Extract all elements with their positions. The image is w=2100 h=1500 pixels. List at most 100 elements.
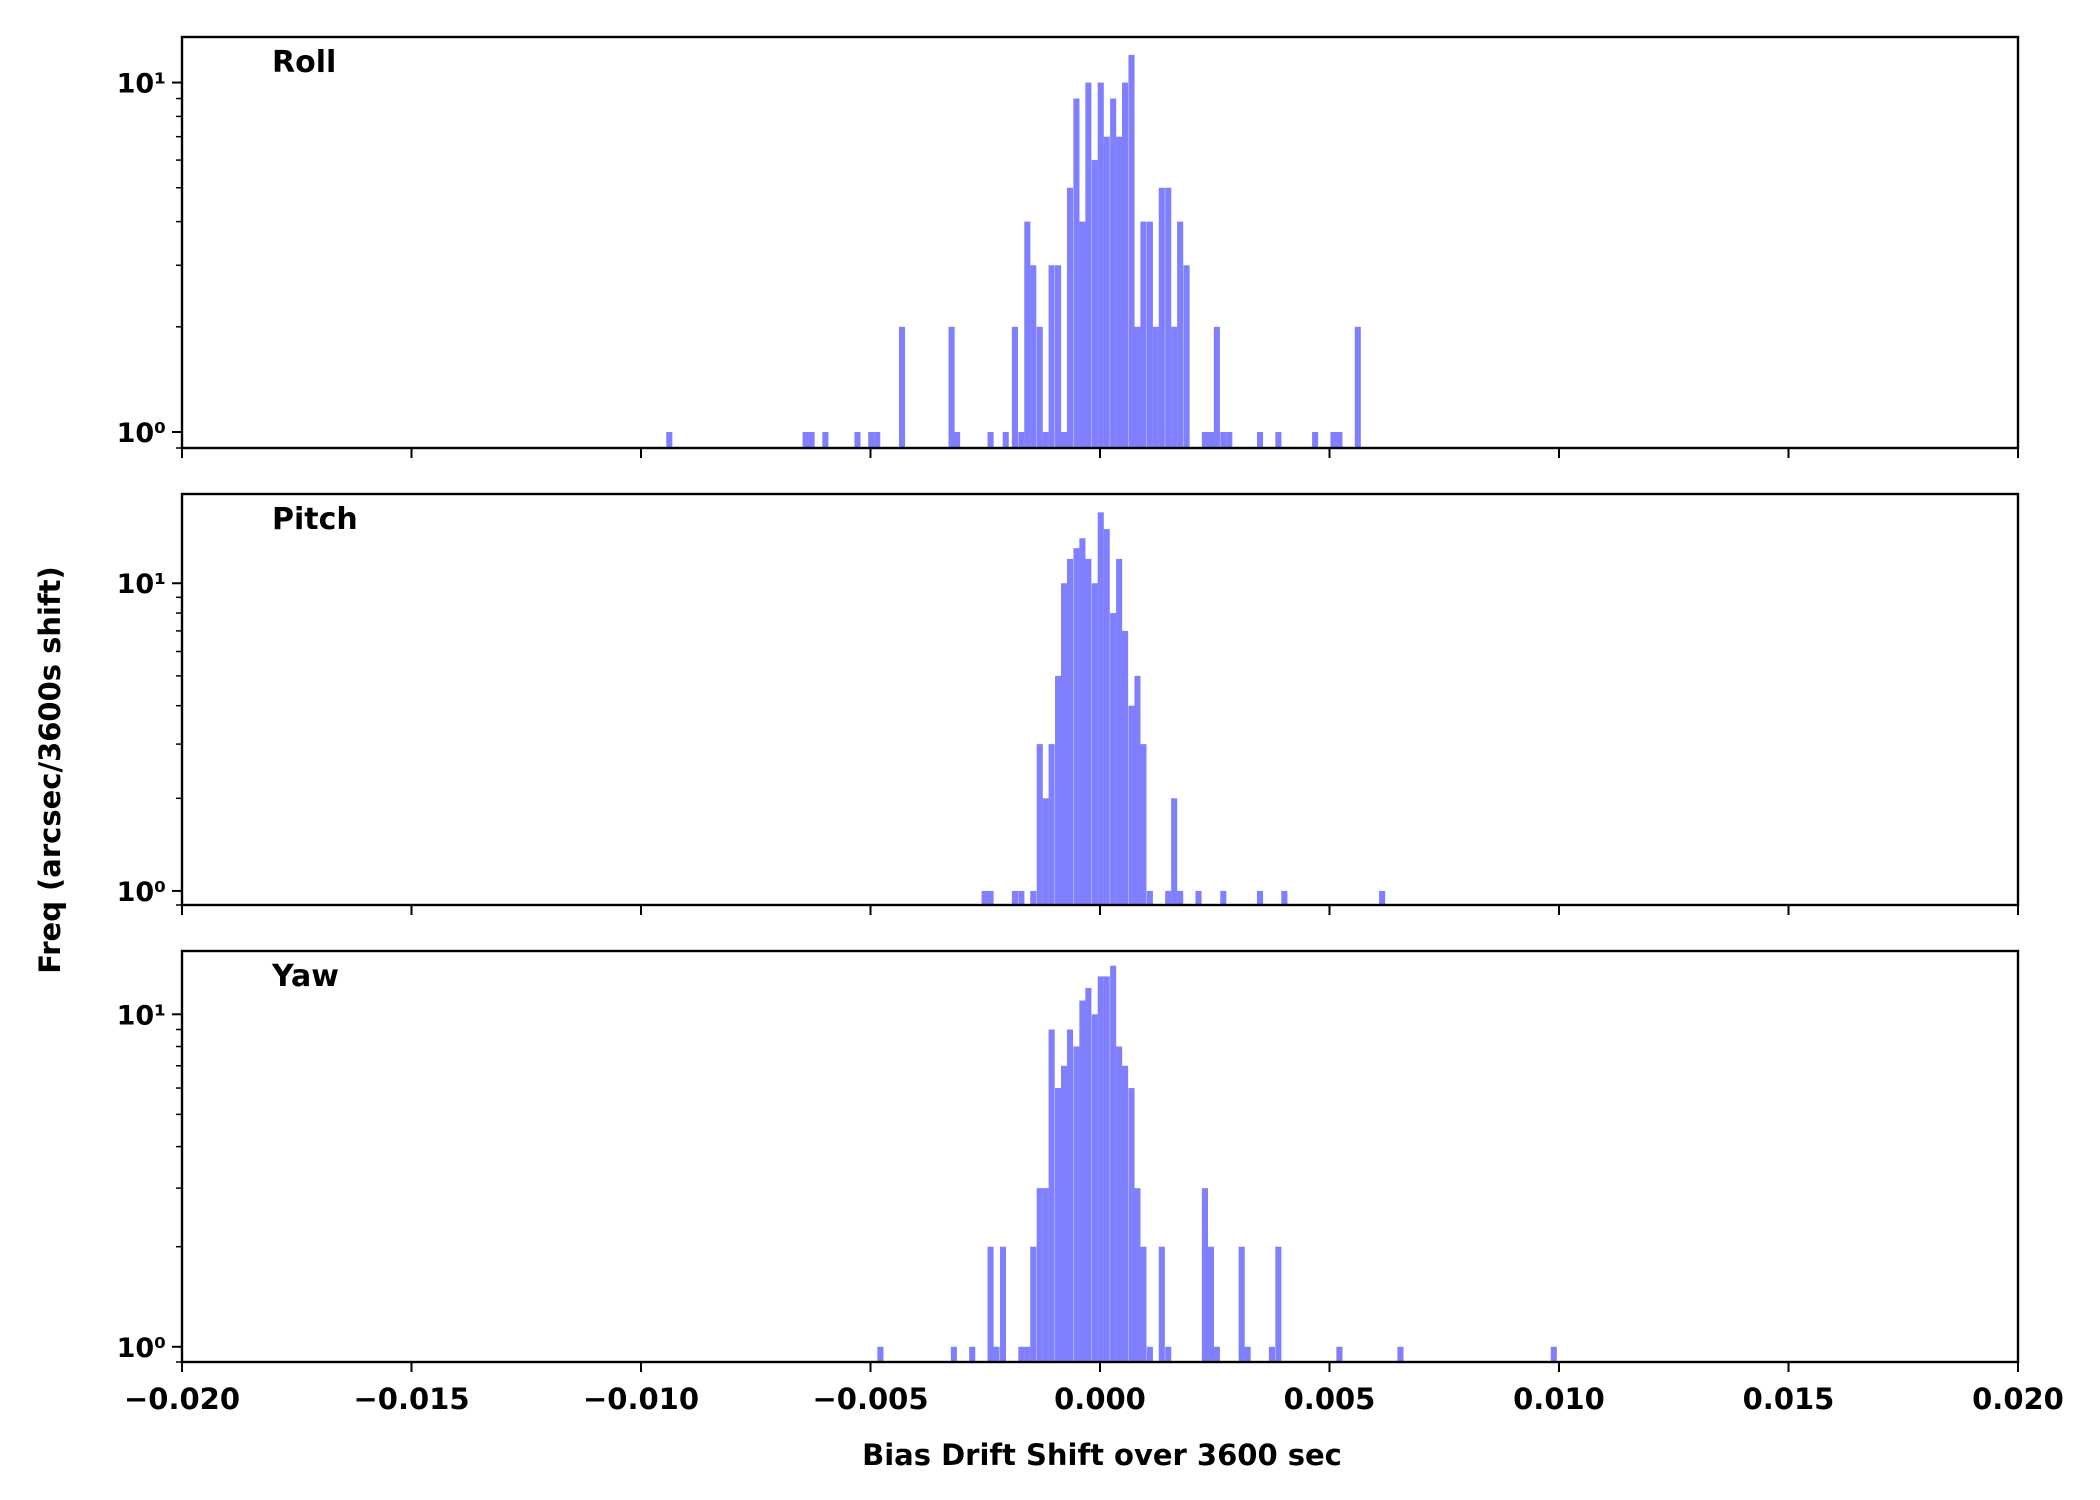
histogram-bar bbox=[1201, 1188, 1208, 1362]
y-tick-label: 10⁰ bbox=[117, 877, 166, 908]
histogram-bar bbox=[1060, 583, 1068, 905]
histogram-bar bbox=[1060, 1065, 1068, 1362]
histogram-bar bbox=[1134, 675, 1141, 905]
histogram-bar bbox=[1030, 890, 1037, 905]
histogram-bar bbox=[1281, 890, 1288, 905]
histogram-bar bbox=[1140, 221, 1147, 448]
histogram-bar bbox=[1110, 613, 1117, 905]
histogram-bar bbox=[1171, 326, 1178, 448]
histogram-bar bbox=[1018, 1346, 1025, 1362]
histogram-bar bbox=[1146, 221, 1153, 448]
x-tick-label: −0.010 bbox=[583, 1382, 699, 1416]
x-tick-label: −0.015 bbox=[353, 1382, 469, 1416]
histogram-bar bbox=[1079, 221, 1086, 448]
histogram-bar bbox=[854, 432, 861, 448]
histogram-bar bbox=[1158, 1246, 1165, 1362]
histogram-bar bbox=[1073, 548, 1080, 905]
histogram-bar bbox=[1207, 1246, 1214, 1362]
histogram-bar bbox=[1312, 432, 1319, 448]
x-tick-label: 0.005 bbox=[1284, 1382, 1376, 1416]
histogram-bar bbox=[987, 1246, 994, 1362]
histogram-bar bbox=[1060, 432, 1068, 448]
histogram-bar bbox=[877, 1346, 884, 1362]
histogram-bar bbox=[1048, 744, 1055, 905]
histogram-bar bbox=[1036, 744, 1043, 905]
histogram-bar bbox=[1048, 1029, 1055, 1362]
histogram-bar bbox=[1379, 890, 1386, 905]
panel-pitch: 10⁰ 10¹ Pitch bbox=[117, 492, 2020, 915]
histogram-bar bbox=[1158, 187, 1165, 448]
histogram-bar bbox=[1336, 432, 1343, 448]
histogram-bar bbox=[1146, 890, 1153, 905]
histogram-bar bbox=[1042, 432, 1049, 448]
histogram-bar bbox=[1330, 432, 1337, 448]
histogram-bar bbox=[1165, 187, 1172, 448]
histogram-bar bbox=[1097, 512, 1104, 905]
x-tick-label: 0.020 bbox=[1972, 1382, 2064, 1416]
histogram-bar bbox=[1213, 326, 1220, 448]
histogram-bar bbox=[808, 432, 815, 448]
histogram-bar bbox=[1091, 1014, 1098, 1362]
histogram-bar bbox=[666, 432, 673, 448]
histogram-bar bbox=[1134, 1188, 1141, 1362]
histogram-bar bbox=[874, 432, 881, 448]
histogram-bar bbox=[981, 890, 988, 905]
histogram-bar bbox=[1354, 326, 1361, 448]
histogram-bar bbox=[1091, 160, 1098, 448]
histogram-bar bbox=[1030, 265, 1037, 448]
histogram-bar bbox=[1085, 558, 1092, 905]
panel-label-roll: Roll bbox=[272, 45, 336, 80]
histogram-bar bbox=[1128, 705, 1135, 905]
histogram-bar bbox=[1146, 1346, 1153, 1362]
y-axis-label: Freq (arcsec/3600s shift) bbox=[33, 566, 67, 973]
histogram-bar bbox=[1066, 558, 1074, 905]
histogram-bar bbox=[1055, 675, 1062, 905]
histogram-bar bbox=[1036, 326, 1043, 448]
histogram-bar bbox=[802, 432, 809, 448]
histogram-bar bbox=[1073, 1046, 1080, 1362]
histogram-bar bbox=[1042, 1188, 1049, 1362]
histogram-bar bbox=[1066, 187, 1074, 448]
histogram-bar bbox=[1275, 1246, 1282, 1362]
histogram-bar bbox=[1085, 82, 1092, 449]
histogram-bar bbox=[1336, 1346, 1343, 1362]
histogram-bar bbox=[1116, 558, 1123, 905]
histogram-bar bbox=[1128, 1088, 1135, 1362]
histogram-bar bbox=[1177, 221, 1184, 448]
x-tick-label: 0.000 bbox=[1054, 1382, 1146, 1416]
y-tick-label: 10¹ bbox=[117, 1000, 166, 1031]
histogram-bar bbox=[1103, 136, 1110, 448]
histogram-bar bbox=[1244, 1346, 1251, 1362]
histogram-bar bbox=[1030, 1246, 1037, 1362]
y-tick-label: 10⁰ bbox=[117, 418, 166, 449]
histogram-bar bbox=[987, 890, 994, 905]
histogram-bar bbox=[1177, 890, 1184, 905]
histogram-bar bbox=[1268, 1346, 1276, 1362]
histogram-bar bbox=[1220, 432, 1227, 448]
histogram-bar bbox=[1207, 432, 1214, 448]
histogram-bar bbox=[1048, 265, 1055, 448]
x-tick-label: −0.005 bbox=[812, 1382, 928, 1416]
histogram-bar bbox=[1275, 432, 1282, 448]
histogram-bar bbox=[948, 326, 955, 448]
histogram-bar bbox=[1066, 1029, 1074, 1362]
histogram-bar bbox=[1238, 1246, 1245, 1362]
histogram-bar bbox=[1079, 538, 1086, 905]
histogram-bar bbox=[1140, 1246, 1147, 1362]
histogram-bar bbox=[993, 1346, 1000, 1362]
histogram-bar bbox=[1042, 798, 1049, 905]
histogram-bar bbox=[1002, 432, 1009, 448]
histogram-bar bbox=[1079, 1000, 1086, 1362]
histogram-bar bbox=[1116, 136, 1123, 448]
histogram-bar bbox=[1073, 98, 1080, 448]
histogram-bar bbox=[1220, 890, 1227, 905]
panel-roll: 10⁰ 10¹ Roll bbox=[117, 35, 2020, 458]
histogram-bar bbox=[1097, 82, 1104, 449]
x-tick-label: 0.010 bbox=[1513, 1382, 1605, 1416]
histogram-bar bbox=[1183, 265, 1190, 448]
histogram-bar bbox=[1152, 326, 1159, 448]
histogram-bar bbox=[1055, 265, 1062, 448]
histogram-bar bbox=[987, 432, 994, 448]
